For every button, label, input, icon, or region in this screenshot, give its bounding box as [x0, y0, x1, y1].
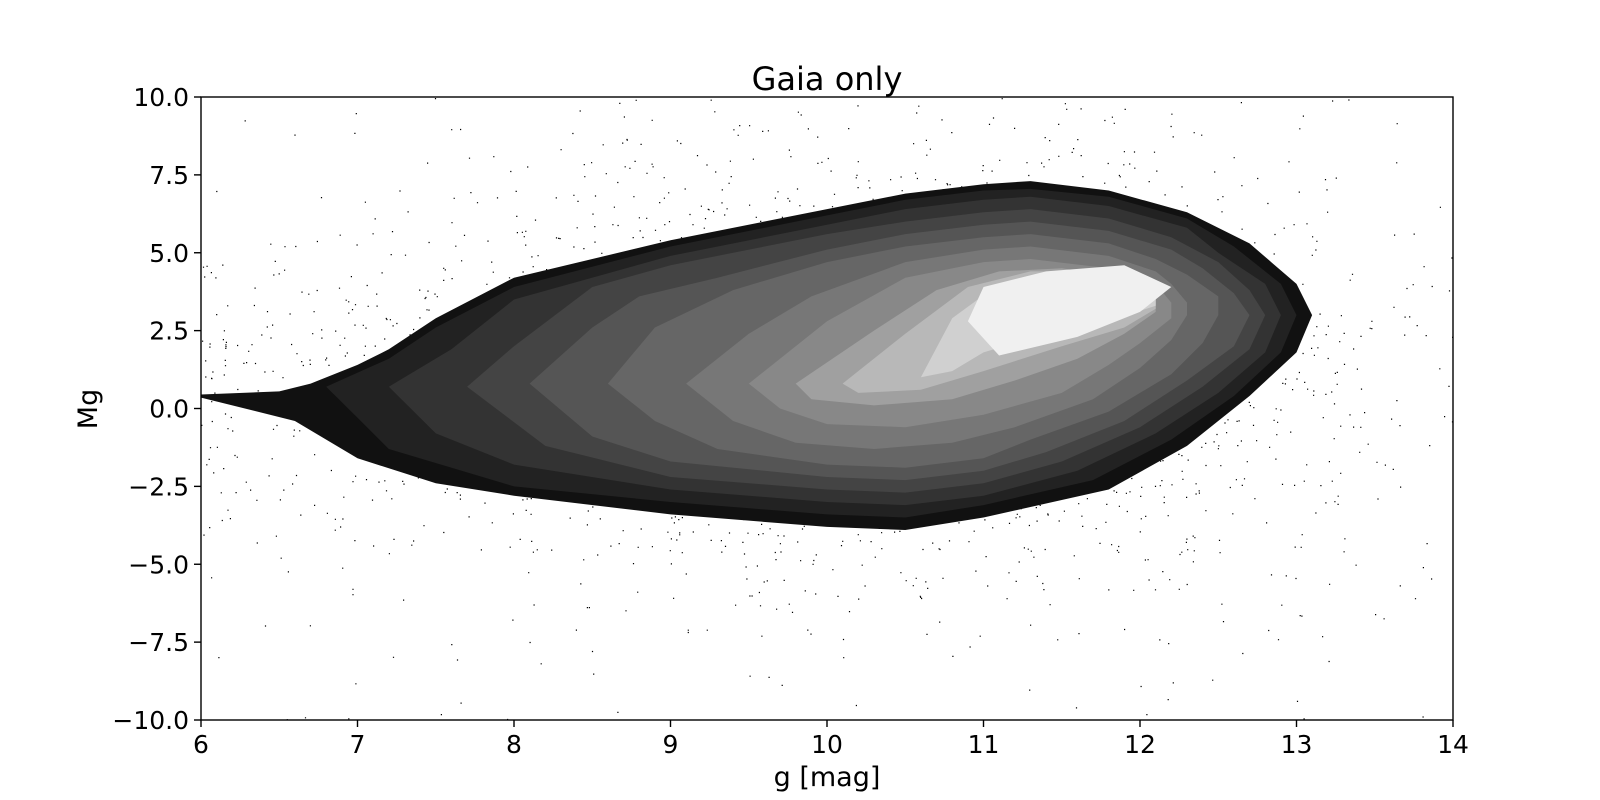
y-tick-label: 0.0: [149, 395, 189, 424]
x-tick-label: 11: [968, 730, 1000, 759]
x-tick-label: 10: [811, 730, 843, 759]
y-tick-label: 10.0: [133, 83, 189, 112]
y-axis-label: Mg: [73, 389, 104, 429]
x-tick-label: 7: [350, 730, 366, 759]
x-tick-label: 14: [1437, 730, 1469, 759]
y-tick-label: 2.5: [149, 317, 189, 346]
y-axis: 10.0 7.5 5.0 2.5 0.0 −2.5 −5.0 −7.5 −10.0: [112, 83, 201, 735]
plot-area: [201, 98, 1453, 720]
x-tick-label: 8: [506, 730, 522, 759]
y-tick-label: −7.5: [128, 628, 189, 657]
x-axis: 6 7 8 9 10 11 12 13 14: [193, 720, 1469, 759]
y-tick-label: −5.0: [128, 550, 189, 579]
chart-title: Gaia only: [752, 60, 903, 98]
density-contour-level-12: [967, 265, 1172, 356]
y-tick-label: −2.5: [128, 472, 189, 501]
x-tick-label: 13: [1281, 730, 1313, 759]
x-tick-label: 6: [193, 730, 209, 759]
x-axis-label: g [mag]: [774, 762, 881, 793]
x-tick-label: 12: [1124, 730, 1156, 759]
density-contours: [201, 181, 1313, 530]
y-tick-label: −10.0: [112, 706, 189, 735]
y-tick-label: 7.5: [149, 161, 189, 190]
x-tick-label: 9: [663, 730, 679, 759]
y-tick-label: 5.0: [149, 239, 189, 268]
